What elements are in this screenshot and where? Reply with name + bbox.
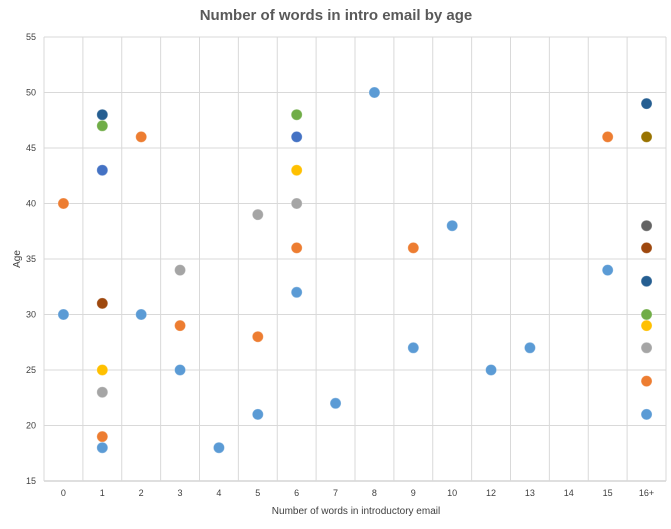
x-tick-label: 1 — [100, 488, 105, 498]
y-tick-label: 50 — [26, 88, 36, 98]
y-tick-label: 30 — [26, 310, 36, 320]
y-tick-label: 35 — [26, 254, 36, 264]
data-point — [640, 408, 653, 421]
data-point — [329, 397, 342, 410]
data-point — [640, 341, 653, 354]
y-axis-ticks: 15 20 25 30 35 40 45 50 55 — [26, 32, 36, 486]
x-tick-label: 5 — [255, 488, 260, 498]
data-point — [96, 164, 109, 177]
x-tick-label: 10 — [447, 488, 457, 498]
x-tick-label: 4 — [216, 488, 221, 498]
y-tick-label: 25 — [26, 365, 36, 375]
data-point — [251, 208, 264, 221]
data-point — [640, 97, 653, 110]
x-tick-label: 15 — [603, 488, 613, 498]
x-tick-label: 6 — [294, 488, 299, 498]
data-point — [640, 219, 653, 232]
y-tick-label: 20 — [26, 421, 36, 431]
data-point — [96, 297, 109, 310]
y-tick-label: 40 — [26, 199, 36, 209]
data-point — [524, 341, 536, 354]
y-tick-label: 45 — [26, 143, 36, 153]
y-tick-label: 55 — [26, 32, 36, 42]
x-tick-label: 16+ — [639, 488, 654, 498]
data-point — [251, 408, 264, 421]
data-point — [640, 130, 653, 143]
x-axis-title: Number of words in introductory email — [272, 506, 440, 517]
chart-title: Number of words in intro email by age — [200, 7, 473, 24]
data-point — [251, 330, 264, 343]
data-point — [290, 241, 303, 254]
x-tick-label: 3 — [178, 488, 183, 498]
data-point — [57, 197, 70, 210]
data-point — [640, 308, 653, 321]
x-tick-label: 8 — [372, 488, 377, 498]
data-point — [174, 319, 186, 332]
x-tick-label: 13 — [525, 488, 535, 498]
data-points — [57, 86, 653, 454]
data-point — [640, 275, 653, 288]
data-point — [96, 108, 109, 121]
data-point — [290, 286, 303, 299]
data-point — [96, 386, 109, 399]
data-point — [290, 197, 303, 210]
data-point — [96, 364, 109, 376]
x-tick-label: 0 — [61, 488, 66, 498]
data-point — [135, 308, 148, 321]
data-point — [57, 308, 70, 321]
data-point — [290, 164, 303, 177]
y-tick-label: 15 — [26, 476, 36, 486]
x-tick-label: 12 — [486, 488, 496, 498]
data-point — [640, 241, 653, 254]
grid — [43, 36, 667, 482]
data-point — [213, 441, 225, 454]
data-point — [96, 430, 109, 443]
data-point — [135, 130, 148, 143]
data-point — [174, 364, 186, 376]
data-point — [368, 86, 381, 99]
data-point — [290, 130, 303, 143]
x-axis-ticks: 0 1 2 3 4 5 6 7 8 9 10 12 13 14 15 16+ — [61, 488, 654, 498]
data-point — [446, 219, 459, 232]
data-point — [407, 341, 420, 354]
data-point — [96, 119, 109, 132]
data-point — [96, 441, 109, 454]
data-point — [485, 364, 497, 376]
data-point — [174, 264, 186, 277]
data-point — [601, 130, 614, 143]
y-axis-title: Age — [12, 250, 23, 268]
data-point — [407, 241, 420, 254]
x-tick-label: 2 — [139, 488, 144, 498]
data-point — [601, 264, 614, 277]
data-point — [290, 108, 303, 121]
x-tick-label: 7 — [333, 488, 338, 498]
data-point — [640, 375, 653, 388]
x-tick-label: 9 — [411, 488, 416, 498]
data-point — [640, 319, 653, 332]
x-tick-label: 14 — [564, 488, 574, 498]
